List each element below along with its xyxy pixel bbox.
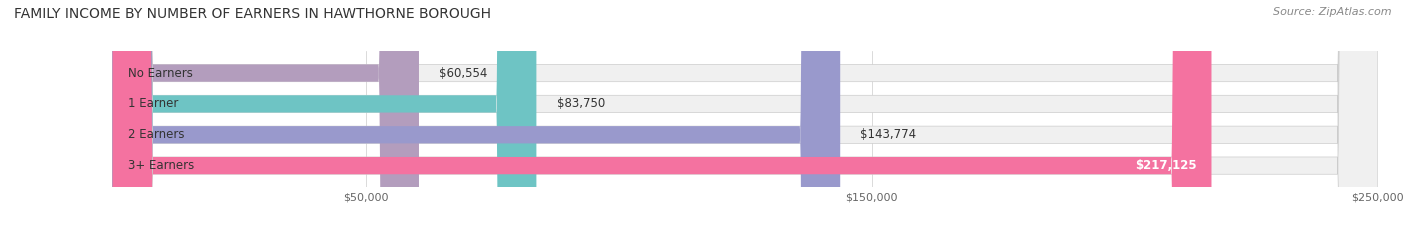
Text: 3+ Earners: 3+ Earners [128,159,194,172]
Text: Source: ZipAtlas.com: Source: ZipAtlas.com [1274,7,1392,17]
FancyBboxPatch shape [112,0,841,234]
FancyBboxPatch shape [112,0,1378,234]
Text: $60,554: $60,554 [439,66,488,80]
FancyBboxPatch shape [112,0,1378,234]
FancyBboxPatch shape [112,0,1378,234]
Text: $217,125: $217,125 [1135,159,1197,172]
FancyBboxPatch shape [112,0,537,234]
Text: FAMILY INCOME BY NUMBER OF EARNERS IN HAWTHORNE BOROUGH: FAMILY INCOME BY NUMBER OF EARNERS IN HA… [14,7,491,21]
Text: $143,774: $143,774 [860,128,917,141]
FancyBboxPatch shape [112,0,1212,234]
FancyBboxPatch shape [112,0,419,234]
FancyBboxPatch shape [112,0,1378,234]
Text: 2 Earners: 2 Earners [128,128,184,141]
Text: $83,750: $83,750 [557,97,605,110]
Text: 1 Earner: 1 Earner [128,97,179,110]
Text: No Earners: No Earners [128,66,193,80]
